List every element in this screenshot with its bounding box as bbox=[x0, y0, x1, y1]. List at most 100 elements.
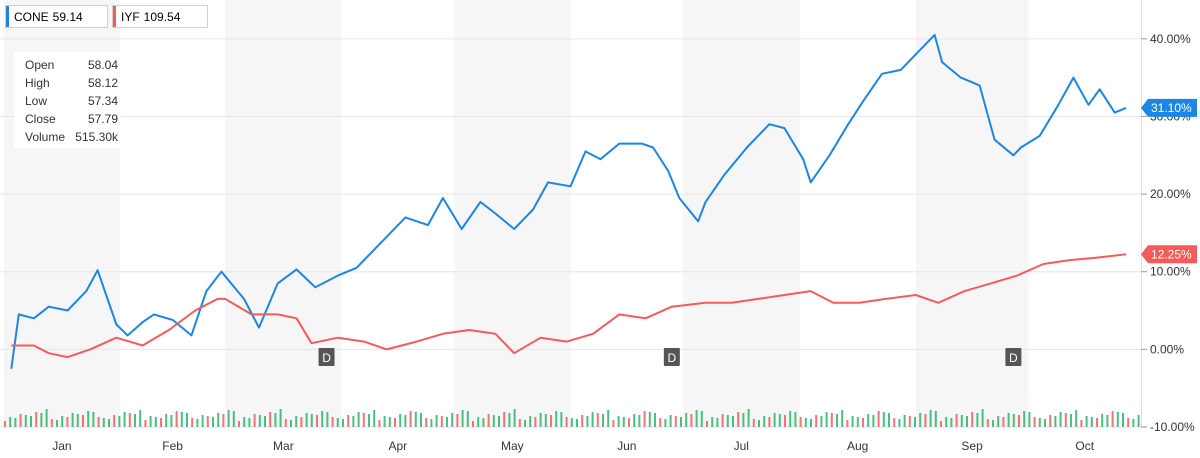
volume-bar bbox=[700, 411, 703, 427]
volume-bar bbox=[399, 414, 402, 427]
volume-bar bbox=[1038, 418, 1041, 427]
volume-bar bbox=[269, 412, 272, 427]
volume-bar bbox=[763, 416, 766, 427]
volume-bar bbox=[919, 413, 922, 427]
volume-bar bbox=[1028, 412, 1031, 427]
volume-bar bbox=[243, 417, 246, 427]
volume-bar bbox=[461, 410, 464, 427]
volume-bar bbox=[160, 418, 162, 427]
ohlc-low-label: Low bbox=[25, 94, 48, 108]
legend-cone-value: 59.14 bbox=[52, 9, 83, 24]
y-axis: 40.00%30.00%20.00%10.00%0.00%-10.00% bbox=[1141, 32, 1195, 434]
volume-bar bbox=[232, 411, 235, 427]
volume-bar bbox=[690, 414, 693, 427]
x-tick-label: Sep bbox=[961, 439, 983, 453]
volume-bar bbox=[654, 413, 656, 427]
volume-bar bbox=[1049, 415, 1052, 427]
dividend-marker bbox=[663, 348, 680, 366]
volume-bar bbox=[238, 421, 240, 427]
ohlc-row-low: Low 57.34 bbox=[25, 94, 118, 112]
legend-cone[interactable]: CONE 59.14 bbox=[5, 5, 108, 28]
dividend-marker-label: D bbox=[1009, 351, 1018, 365]
volume-bar bbox=[903, 415, 906, 427]
volume-bar bbox=[638, 415, 641, 427]
volume-bar bbox=[534, 417, 537, 427]
volume-bar bbox=[71, 413, 74, 427]
volume-bar bbox=[820, 416, 823, 427]
dividend-marker-label: D bbox=[668, 351, 677, 365]
volume-bar bbox=[368, 414, 370, 427]
volume-bar bbox=[61, 416, 64, 427]
volume-bar bbox=[97, 417, 100, 427]
volume-bar bbox=[524, 420, 526, 427]
ohlc-close-value: 57.79 bbox=[87, 112, 118, 126]
volume-bar bbox=[1033, 417, 1036, 427]
volume-bar bbox=[581, 415, 584, 427]
volume-bar bbox=[602, 414, 604, 427]
volume-bar bbox=[966, 416, 968, 427]
volume-bar bbox=[451, 413, 454, 427]
volume-bar bbox=[825, 412, 828, 427]
volume-bar bbox=[778, 414, 781, 427]
volume-bar bbox=[347, 415, 350, 427]
volume-bar bbox=[706, 421, 708, 427]
volume-bar bbox=[955, 414, 958, 427]
x-tick-label: Jul bbox=[734, 439, 749, 453]
x-tick-label: Mar bbox=[273, 439, 294, 453]
volume-bar bbox=[30, 416, 32, 427]
volume-bar bbox=[976, 413, 979, 427]
volume-bar bbox=[456, 414, 459, 427]
volume-bar bbox=[191, 418, 194, 427]
volume-bar bbox=[794, 412, 797, 427]
volume-bar bbox=[596, 413, 599, 427]
volume-bar bbox=[867, 414, 870, 427]
volume-bar bbox=[576, 419, 578, 427]
volume-bar bbox=[258, 415, 261, 427]
volume-bar bbox=[482, 418, 485, 427]
volume-bar bbox=[222, 414, 225, 427]
volume-bar bbox=[1075, 410, 1078, 427]
volume-bar bbox=[9, 417, 12, 427]
volume-bar bbox=[622, 417, 625, 427]
ohlc-row-volume: Volume 515.30k bbox=[25, 130, 118, 148]
volume-bar bbox=[440, 416, 443, 427]
volume-bar bbox=[544, 414, 547, 427]
volume-bar bbox=[66, 417, 69, 427]
volume-bar bbox=[102, 418, 105, 427]
volume-bar bbox=[253, 414, 256, 427]
volume-bar bbox=[784, 415, 786, 427]
volume-bar bbox=[326, 412, 329, 427]
volume-bar bbox=[1064, 413, 1067, 427]
volume-bar bbox=[4, 421, 6, 427]
y-tick-label: 40.00% bbox=[1150, 32, 1191, 46]
volume-bar bbox=[24, 415, 27, 427]
y-tick-label: 10.00% bbox=[1150, 265, 1191, 279]
volume-bar bbox=[1018, 415, 1020, 427]
legend-iyf-symbol: IYF bbox=[121, 9, 140, 24]
volume-bar bbox=[550, 415, 552, 427]
volume-bar bbox=[217, 413, 220, 427]
volume-bar bbox=[570, 418, 573, 427]
volume-bar bbox=[752, 419, 755, 427]
volume-bar bbox=[279, 409, 282, 427]
dividend-marker bbox=[1005, 348, 1022, 366]
volume-bar bbox=[851, 416, 854, 427]
ohlc-volume-value: 515.30k bbox=[75, 130, 118, 144]
volume-bar bbox=[206, 416, 209, 427]
volume-bar bbox=[695, 410, 698, 427]
volume-bar bbox=[487, 414, 490, 427]
ohlc-high-label: High bbox=[25, 76, 50, 90]
volume-bar bbox=[40, 413, 43, 427]
volume-bar bbox=[685, 413, 688, 427]
y-tick-label: -10.00% bbox=[1150, 420, 1195, 434]
volume-bar bbox=[503, 412, 506, 427]
series-line-iyf bbox=[11, 253, 1127, 359]
volume-bar bbox=[737, 412, 740, 427]
last-value-label-cone: 31.10% bbox=[1151, 101, 1192, 115]
volume-bar bbox=[56, 420, 58, 427]
legend-iyf[interactable]: IYF 109.54 bbox=[112, 5, 208, 28]
last-value-labels: 31.10% 12.25% bbox=[1141, 98, 1197, 264]
x-tick-label: Jan bbox=[52, 439, 71, 453]
volume-bar bbox=[331, 417, 334, 427]
